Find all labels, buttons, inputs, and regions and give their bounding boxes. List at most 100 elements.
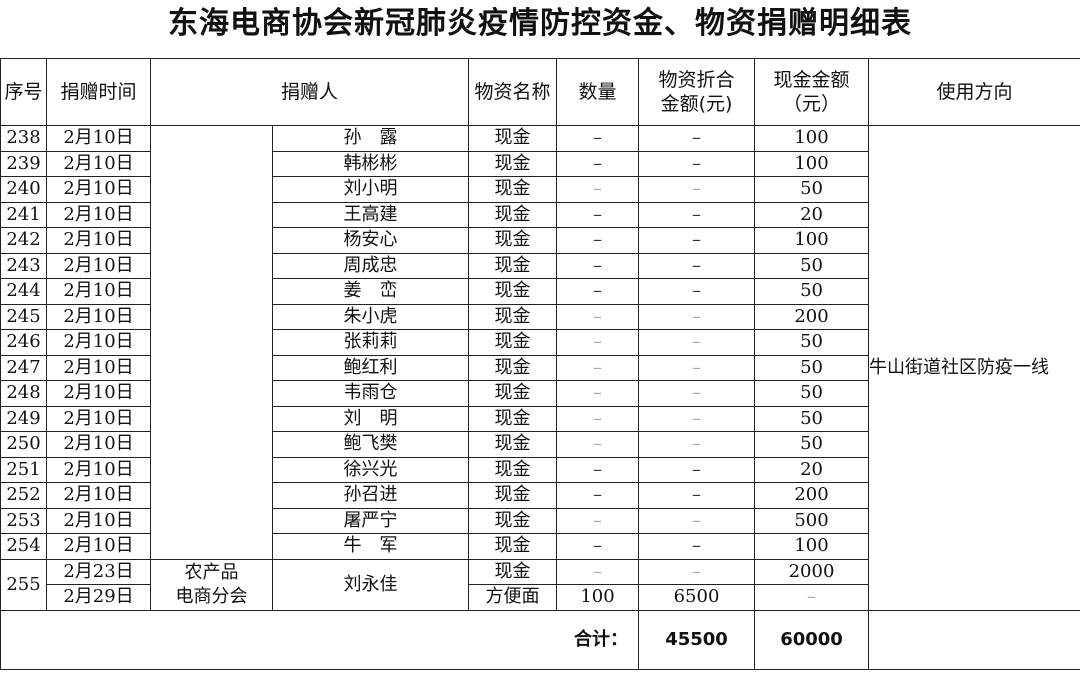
row-value: – bbox=[638, 227, 756, 254]
row-no: 244 bbox=[0, 278, 47, 305]
table-row: 250 2月10日 鲍飞樊 现金 – – 50 bbox=[0, 431, 1080, 458]
row-date: 2月10日 bbox=[46, 431, 151, 458]
row-date: 2月10日 bbox=[46, 150, 151, 177]
total-blank bbox=[868, 609, 1080, 670]
row-cash: 20 bbox=[754, 201, 870, 228]
row-date: 2月10日 bbox=[46, 507, 151, 534]
row-value: 6500 bbox=[638, 584, 756, 611]
row-item: 现金 bbox=[468, 456, 558, 483]
row-qty: – bbox=[556, 507, 640, 534]
donor-name: 孙召进 bbox=[271, 482, 470, 509]
row-item: 现金 bbox=[468, 252, 558, 279]
row-no: 248 bbox=[0, 380, 47, 407]
row-value: – bbox=[638, 150, 756, 177]
row-value: – bbox=[638, 533, 756, 560]
row-qty: – bbox=[556, 533, 640, 560]
row-date: 2月10日 bbox=[46, 201, 151, 228]
row-no: 252 bbox=[0, 482, 47, 509]
header-value: 物资折合金额(元) bbox=[638, 58, 756, 126]
row-no: 241 bbox=[0, 201, 47, 228]
row-no: 239 bbox=[0, 150, 47, 177]
donor-name: 刘永佳 bbox=[271, 558, 470, 611]
row-date: 2月29日 bbox=[46, 584, 151, 611]
donor-name: 杨安心 bbox=[271, 227, 470, 254]
row-no: 242 bbox=[0, 227, 47, 254]
table-row: 245 2月10日 朱小虎 现金 – – 200 bbox=[0, 303, 1080, 330]
header-item: 物资名称 bbox=[468, 58, 558, 126]
row-date: 2月10日 bbox=[46, 278, 151, 305]
donor-name: 张莉莉 bbox=[271, 329, 470, 356]
row-qty: – bbox=[556, 278, 640, 305]
donor-group-blank bbox=[150, 125, 273, 560]
row-qty: – bbox=[556, 405, 640, 432]
row-date: 2月23日 bbox=[46, 558, 151, 585]
row-value: – bbox=[638, 329, 756, 356]
row-date: 2月10日 bbox=[46, 176, 151, 203]
donor-name: 韦雨仓 bbox=[271, 380, 470, 407]
donor-name: 朱小虎 bbox=[271, 303, 470, 330]
row-no: 251 bbox=[0, 456, 47, 483]
row-no: 238 bbox=[0, 125, 47, 152]
donor-name: 孙 露 bbox=[271, 125, 470, 152]
row-value: – bbox=[638, 380, 756, 407]
donor-name: 屠严宁 bbox=[271, 507, 470, 534]
row-cash: 200 bbox=[754, 303, 870, 330]
row-item: 现金 bbox=[468, 303, 558, 330]
row-item: 现金 bbox=[468, 507, 558, 534]
table-row: 252 2月10日 孙召进 现金 – – 200 bbox=[0, 482, 1080, 509]
row-value: – bbox=[638, 405, 756, 432]
row-qty: – bbox=[556, 431, 640, 458]
row-value: – bbox=[638, 176, 756, 203]
row-item: 现金 bbox=[468, 227, 558, 254]
table-row: 241 2月10日 王高建 现金 – – 20 bbox=[0, 201, 1080, 228]
row-cash: 100 bbox=[754, 150, 870, 177]
row-no: 255 bbox=[0, 558, 47, 611]
row-qty: – bbox=[556, 558, 640, 585]
header-qty: 数量 bbox=[556, 58, 640, 126]
row-qty: 100 bbox=[556, 584, 640, 611]
row-no: 247 bbox=[0, 354, 47, 381]
table-row: 254 2月10日 牛 军 现金 – – 100 bbox=[0, 533, 1080, 560]
total-row: 合计： 45500 60000 bbox=[0, 609, 1080, 670]
page-title: 东海电商协会新冠肺炎疫情防控资金、物资捐赠明细表 bbox=[168, 6, 912, 41]
row-item: 现金 bbox=[468, 431, 558, 458]
row-value: – bbox=[638, 431, 756, 458]
table-row: 251 2月10日 徐兴光 现金 – – 20 bbox=[0, 456, 1080, 483]
row-no: 249 bbox=[0, 405, 47, 432]
row-no: 250 bbox=[0, 431, 47, 458]
row-qty: – bbox=[556, 456, 640, 483]
donor-name: 鲍飞樊 bbox=[271, 431, 470, 458]
header-usage: 使用方向 bbox=[868, 58, 1080, 126]
donor-name: 周成忠 bbox=[271, 252, 470, 279]
donor-name: 刘小明 bbox=[271, 176, 470, 203]
header-time: 捐赠时间 bbox=[46, 58, 151, 126]
row-value: – bbox=[638, 482, 756, 509]
total-label: 合计： bbox=[0, 609, 640, 670]
donor-name: 姜 峦 bbox=[271, 278, 470, 305]
donor-name: 刘 明 bbox=[271, 405, 470, 432]
donor-org: 农产品 电商分会 bbox=[150, 558, 273, 611]
table-row: 242 2月10日 杨安心 现金 – – 100 bbox=[0, 227, 1080, 254]
row-qty: – bbox=[556, 150, 640, 177]
row-value: – bbox=[638, 252, 756, 279]
donor-name: 牛 军 bbox=[271, 533, 470, 560]
row-qty: – bbox=[556, 227, 640, 254]
row-no: 254 bbox=[0, 533, 47, 560]
row-qty: – bbox=[556, 354, 640, 381]
row-cash: 50 bbox=[754, 329, 870, 356]
row-date: 2月10日 bbox=[46, 482, 151, 509]
row-item: 现金 bbox=[468, 354, 558, 381]
header-no: 序号 bbox=[0, 58, 47, 126]
row-no: 245 bbox=[0, 303, 47, 330]
row-date: 2月10日 bbox=[46, 252, 151, 279]
table-row: 2月29日 方便面 100 6500 – bbox=[1, 584, 1080, 611]
total-value: 45500 bbox=[638, 609, 756, 670]
row-cash: 500 bbox=[754, 507, 870, 534]
donor-name: 韩彬彬 bbox=[271, 150, 470, 177]
row-qty: – bbox=[556, 252, 640, 279]
row-value: – bbox=[638, 354, 756, 381]
usage-cell: 牛山街道社区防疫一线 bbox=[868, 125, 1080, 611]
row-date: 2月10日 bbox=[46, 533, 151, 560]
row-cash: 50 bbox=[754, 380, 870, 407]
table-row: 249 2月10日 刘 明 现金 – – 50 bbox=[0, 405, 1080, 432]
